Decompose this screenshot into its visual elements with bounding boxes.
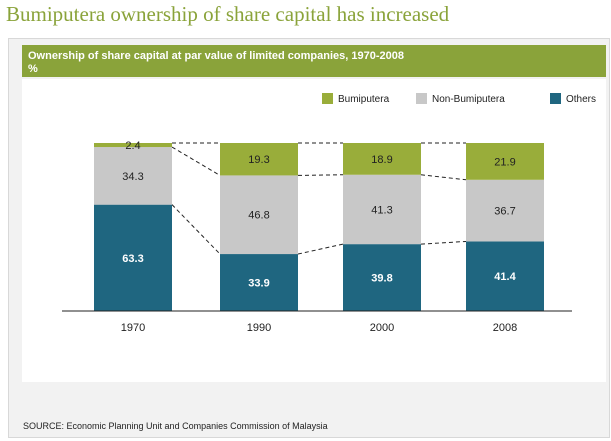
data-label: 46.8 <box>248 210 269 222</box>
bar-segment-others <box>94 204 172 311</box>
legend-item: Others <box>550 93 596 105</box>
legend-item: Bumiputera <box>322 93 390 105</box>
connector-line <box>420 240 467 245</box>
bar-segment-bumiputera <box>94 143 172 148</box>
x-tick-label: 2000 <box>370 322 394 334</box>
bar-segment-non-bumiputera <box>466 179 544 242</box>
x-tick-label: 1970 <box>121 322 145 334</box>
source-note: SOURCE: Economic Planning Unit and Compa… <box>23 421 328 431</box>
legend-swatch <box>322 93 333 104</box>
bar-segment-bumiputera <box>466 143 544 180</box>
connector-line <box>297 174 344 176</box>
connector-line <box>297 243 344 255</box>
bar-segment-non-bumiputera <box>343 174 421 245</box>
bar-segment-others <box>343 244 421 311</box>
connector-line <box>171 146 221 176</box>
bar-segment-bumiputera <box>343 143 421 175</box>
chart-panel: Ownership of share capital at par value … <box>8 38 610 438</box>
data-label: 63.3 <box>122 253 143 265</box>
data-label: 2.4 <box>125 140 140 152</box>
bar-segment-others <box>466 241 544 311</box>
data-label: 19.3 <box>248 154 269 166</box>
bar-segment-bumiputera <box>220 143 298 176</box>
bar-segment-non-bumiputera <box>94 147 172 205</box>
data-label: 18.9 <box>371 154 392 166</box>
x-tick-label: 2008 <box>493 322 517 334</box>
chart-unit: % <box>28 63 38 75</box>
legend-swatch <box>416 93 427 104</box>
connector-line <box>420 174 467 181</box>
x-tick-label: 1990 <box>247 322 271 334</box>
data-label: 39.8 <box>371 273 392 285</box>
legend-label: Non-Bumiputera <box>432 94 505 105</box>
bar-segment-others <box>220 254 298 311</box>
chart-subtitle: Ownership of share capital at par value … <box>28 50 404 62</box>
legend-label: Bumiputera <box>338 94 390 105</box>
legend-item: Non-Bumiputera <box>416 93 505 105</box>
page-title: Bumiputera ownership of share capital ha… <box>6 2 450 26</box>
connector-line <box>171 204 221 255</box>
chart-header-bar: Ownership of share capital at par value … <box>22 45 606 77</box>
data-label: 33.9 <box>248 278 269 290</box>
bar-segment-non-bumiputera <box>220 175 298 255</box>
plot-area: Bumiputera Non-Bumiputera Others 63.3 34.3 2.… <box>22 79 606 382</box>
legend-label: Others <box>566 94 596 105</box>
legend-swatch <box>550 93 561 104</box>
data-label: 36.7 <box>494 206 515 218</box>
data-label: 41.3 <box>371 204 392 216</box>
data-label: 21.9 <box>494 156 515 168</box>
data-label: 34.3 <box>122 171 143 183</box>
stacked-bar-chart: Bumiputera Non-Bumiputera Others 63.3 34.3 2.… <box>62 93 596 334</box>
data-label: 41.4 <box>494 271 516 283</box>
